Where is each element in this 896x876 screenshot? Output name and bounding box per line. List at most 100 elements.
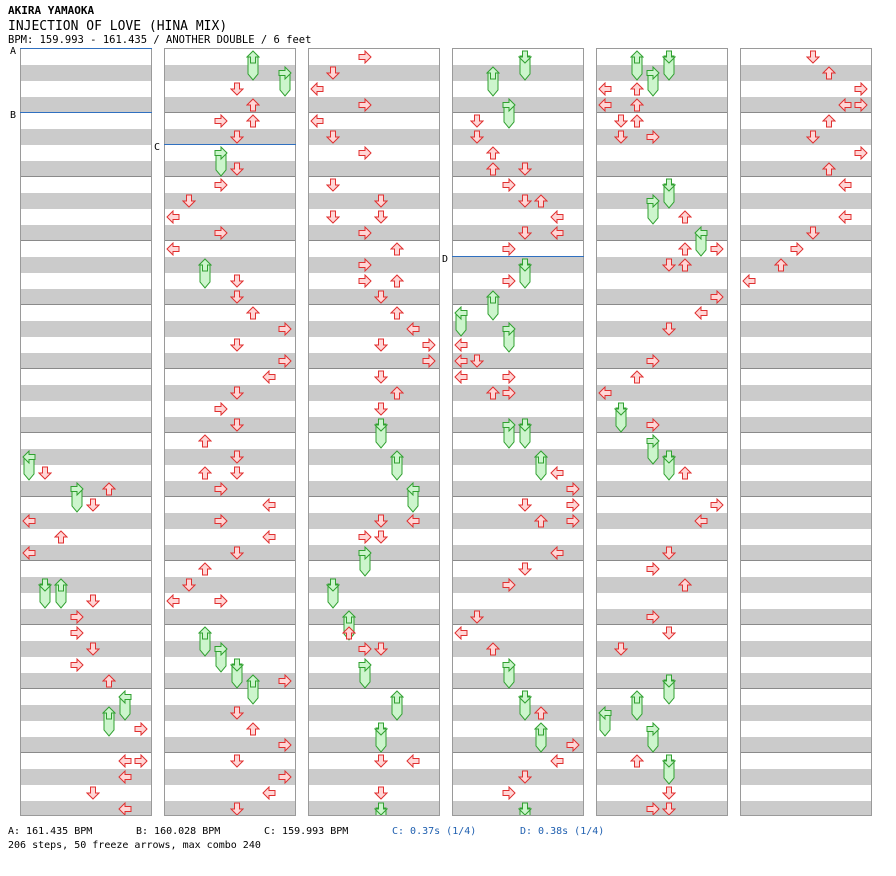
measure-line — [309, 240, 439, 241]
freeze-down-arrow — [518, 50, 532, 81]
bpm-change-line — [164, 144, 296, 145]
freeze-right-arrow — [358, 546, 372, 577]
freeze-down-arrow — [374, 802, 388, 815]
up-arrow-icon — [198, 466, 212, 480]
freeze-down-arrow — [518, 258, 532, 289]
left-arrow-icon — [742, 274, 756, 288]
down-arrow-icon — [230, 706, 244, 720]
freeze-right-arrow — [214, 146, 228, 177]
down-arrow-icon — [806, 130, 820, 144]
freeze-left-arrow — [694, 226, 708, 257]
measure-line — [597, 176, 727, 177]
measure-line — [597, 560, 727, 561]
right-arrow-icon — [214, 226, 228, 240]
freeze-up-arrow — [246, 674, 260, 705]
measure-line — [21, 304, 151, 305]
bpm-change-line — [452, 256, 584, 257]
up-arrow-icon — [198, 562, 212, 576]
measure-line — [21, 752, 151, 753]
measure-line — [741, 432, 871, 433]
left-arrow-icon — [550, 210, 564, 224]
left-arrow-icon — [598, 386, 612, 400]
freeze-up-arrow — [630, 50, 644, 81]
measure-line — [309, 368, 439, 369]
freeze-up-arrow — [534, 722, 548, 753]
freeze-up-arrow — [198, 626, 212, 657]
freeze-up-arrow — [54, 578, 68, 609]
right-arrow-icon — [646, 802, 660, 815]
right-arrow-icon — [70, 610, 84, 624]
left-arrow-icon — [262, 498, 276, 512]
up-arrow-icon — [822, 66, 836, 80]
down-arrow-icon — [230, 130, 244, 144]
up-arrow-icon — [534, 194, 548, 208]
down-arrow-icon — [806, 50, 820, 64]
measure-line — [165, 496, 295, 497]
up-arrow-icon — [390, 242, 404, 256]
up-arrow-icon — [678, 258, 692, 272]
down-arrow-icon — [86, 642, 100, 656]
left-arrow-icon — [838, 210, 852, 224]
left-arrow-icon — [598, 98, 612, 112]
right-arrow-icon — [214, 402, 228, 416]
down-arrow-icon — [182, 578, 196, 592]
stop-d-legend: D: 0.38s (1/4) — [520, 826, 605, 837]
left-arrow-icon — [118, 802, 132, 815]
measure-line — [21, 624, 151, 625]
up-arrow-icon — [486, 642, 500, 656]
down-arrow-icon — [38, 466, 52, 480]
measure-line — [165, 560, 295, 561]
chart-column-2 — [164, 48, 296, 816]
freeze-down-arrow — [662, 754, 676, 785]
measure-line — [21, 560, 151, 561]
bpm-c-legend: C: 159.993 BPM — [264, 826, 349, 837]
measure-line — [453, 368, 583, 369]
right-arrow-icon — [358, 274, 372, 288]
right-arrow-icon — [358, 642, 372, 656]
measure-line — [309, 752, 439, 753]
up-arrow-icon — [534, 706, 548, 720]
measure-line — [453, 304, 583, 305]
up-arrow-icon — [630, 114, 644, 128]
measure-line — [597, 752, 727, 753]
freeze-left-arrow — [598, 706, 612, 737]
measure-line — [165, 752, 295, 753]
down-arrow-icon — [518, 498, 532, 512]
down-arrow-icon — [614, 642, 628, 656]
up-arrow-icon — [678, 466, 692, 480]
measure-line — [21, 368, 151, 369]
up-arrow-icon — [390, 274, 404, 288]
measure-line — [309, 560, 439, 561]
left-arrow-icon — [550, 754, 564, 768]
measure-line — [21, 240, 151, 241]
freeze-left-arrow — [118, 690, 132, 721]
freeze-down-arrow — [518, 802, 532, 815]
down-arrow-icon — [374, 402, 388, 416]
up-arrow-icon — [246, 98, 260, 112]
chart-column-4 — [452, 48, 584, 816]
down-arrow-icon — [326, 178, 340, 192]
measure-line — [21, 496, 151, 497]
measure-line — [453, 624, 583, 625]
bpm-difficulty-line: BPM: 159.993 - 161.435 / ANOTHER DOUBLE … — [8, 34, 312, 46]
left-arrow-icon — [118, 754, 132, 768]
up-arrow-icon — [102, 674, 116, 688]
freeze-down-arrow — [662, 50, 676, 81]
down-arrow-icon — [470, 114, 484, 128]
up-arrow-icon — [198, 434, 212, 448]
freeze-down-arrow — [230, 658, 244, 689]
bpm-change-label: A — [10, 46, 17, 57]
down-arrow-icon — [518, 226, 532, 240]
left-arrow-icon — [550, 226, 564, 240]
up-arrow-icon — [486, 386, 500, 400]
down-arrow-icon — [518, 194, 532, 208]
up-arrow-icon — [630, 98, 644, 112]
left-arrow-icon — [598, 82, 612, 96]
right-arrow-icon — [566, 514, 580, 528]
freeze-down-arrow — [38, 578, 52, 609]
left-arrow-icon — [550, 546, 564, 560]
measure-line — [453, 560, 583, 561]
measure-line — [597, 240, 727, 241]
down-arrow-icon — [326, 66, 340, 80]
left-arrow-icon — [838, 98, 852, 112]
